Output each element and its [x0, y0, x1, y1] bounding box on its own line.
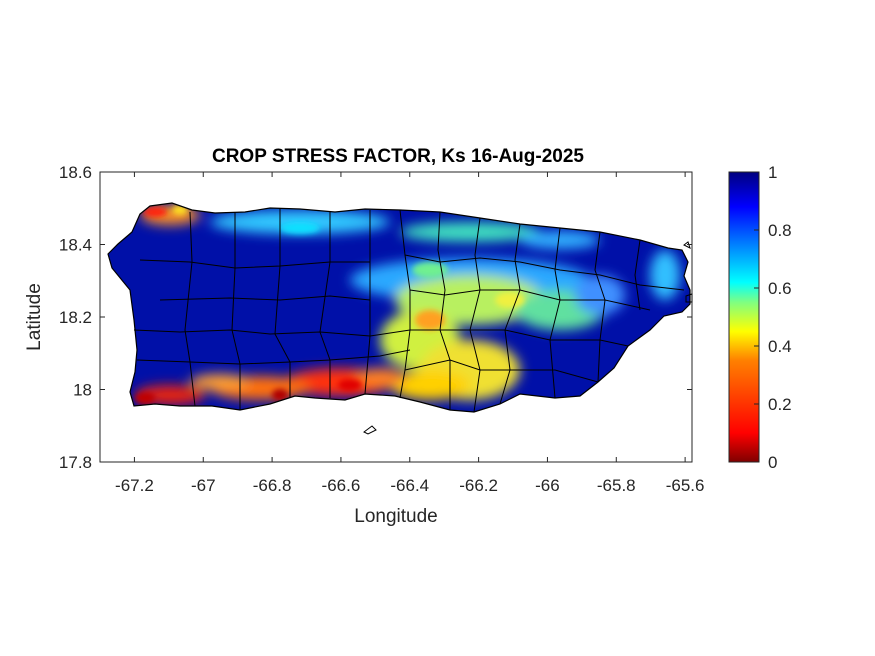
chart-title: CROP STRESS FACTOR, Ks 16-Aug-2025 — [212, 146, 584, 167]
y-axis-title: Latitude — [24, 283, 45, 351]
colorbar-tick-label: 0.8 — [768, 221, 792, 240]
y-axis: 18.6 18.4 18.2 18 17.8 — [59, 163, 692, 472]
colorbar-tick-label: 0.4 — [768, 337, 792, 356]
y-tick-label: 17.8 — [59, 453, 92, 472]
x-tick-label: -66 — [535, 476, 560, 495]
colorbar-tick-label: 0.2 — [768, 395, 792, 414]
colorbar-tick-label: 0 — [768, 453, 777, 472]
x-axis: -67.2 -67 -66.8 -66.6 -66.4 -66.2 -66 -65.8 -65.… — [115, 172, 704, 495]
colorbar-tick-label: 1 — [768, 163, 777, 182]
x-tick-label: -67 — [191, 476, 216, 495]
colorbar-ticks: 1 0.8 0.6 0.4 0.2 0 — [754, 163, 792, 472]
x-tick-label: -65.8 — [597, 476, 636, 495]
x-tick-label: -67.2 — [115, 476, 154, 495]
y-tick-label: 18.4 — [59, 236, 92, 255]
colorbar-tick-label: 0.6 — [768, 279, 792, 298]
y-tick-label: 18.6 — [59, 163, 92, 182]
municipality-boundaries — [133, 208, 685, 413]
y-tick-label: 18 — [73, 381, 92, 400]
x-tick-label: -66.4 — [390, 476, 429, 495]
stress-map-raster — [108, 203, 690, 412]
x-tick-label: -66.2 — [459, 476, 498, 495]
x-tick-label: -66.6 — [322, 476, 361, 495]
y-tick-label: 18.2 — [59, 308, 92, 327]
colorbar — [728, 171, 760, 463]
x-axis-title: Longitude — [354, 506, 437, 527]
x-tick-label: -65.6 — [666, 476, 705, 495]
x-tick-label: -66.8 — [253, 476, 292, 495]
